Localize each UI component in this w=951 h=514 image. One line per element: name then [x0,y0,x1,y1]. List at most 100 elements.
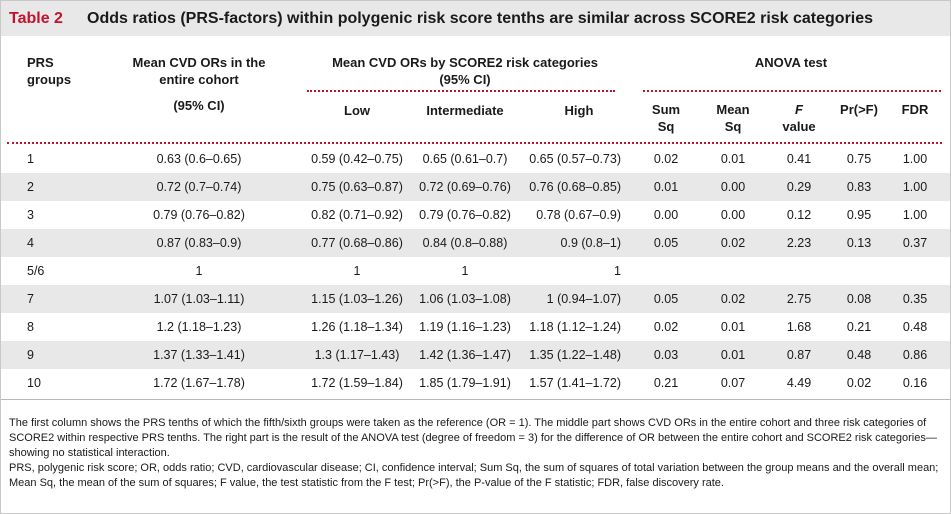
cell-high: 1.57 (1.41–1.72) [529,376,621,390]
cell-group: 10 [27,376,41,390]
header-score2-line2: (95% CI) [439,72,491,87]
footnotes: The first column shows the PRS tenths of… [9,416,941,491]
header-fdr: FDR [901,102,929,117]
cell-sumsq: 0.03 [653,348,679,362]
cell-fdr: 1.00 [902,208,928,222]
cell-meansq [705,257,761,285]
cell-group: 2 [27,180,34,194]
cell-intermediate: 1 [461,264,469,278]
cell-f: 0.12 [786,208,812,222]
cell-f: 2.75 [786,292,812,306]
cell-low: 0.82 (0.71–0.92) [311,208,403,222]
cell-cohort: 1.72 (1.67–1.78) [153,376,245,390]
cell-fdr: 0.35 [902,292,928,306]
cell-cohort: 1 [195,264,203,278]
cell-group: 1 [27,152,34,166]
table-title-bar: Table 2 Odds ratios (PRS-factors) within… [1,1,950,36]
header-low: Low [344,103,370,118]
cell-meansq: 0.00 [720,208,746,222]
cell-intermediate: 1.19 (1.16–1.23) [419,320,511,334]
anova-divider [643,90,941,92]
cell-pr: 0.02 [846,376,872,390]
cell-low: 1.3 (1.17–1.43) [314,348,400,362]
cell-cohort: 1.37 (1.33–1.41) [153,348,245,362]
cell-pr: 0.21 [846,320,872,334]
cell-meansq: 0.07 [720,376,746,390]
table-row: 7 1.07 (1.03–1.11) 1.15 (1.03–1.26) 1.06 (1… [1,285,950,313]
table-title: Odds ratios (PRS-factors) within polygen… [87,10,874,27]
table-row: 9 1.37 (1.33–1.41) 1.3 (1.17–1.43) 1.42 (1.… [1,341,950,369]
header-sumsq-line2: Sq [657,119,675,134]
cell-group: 3 [27,208,34,222]
table-row: 3 0.79 (0.76–0.82) 0.82 (0.71–0.92) 0.79 (0… [1,201,950,229]
cell-meansq: 0.02 [720,236,746,250]
cell-low: 1.26 (1.18–1.34) [311,320,403,334]
cell-f: 0.87 [786,348,812,362]
table-row: 2 0.72 (0.7–0.74) 0.75 (0.63–0.87) 0.72 (0.… [1,173,950,201]
header-f-line2: value [782,119,816,134]
cell-high: 1 (0.94–1.07) [546,292,621,306]
header-divider [7,142,942,144]
cell-sumsq: 0.01 [653,180,679,194]
header-f-line1: F [795,102,803,117]
cell-intermediate: 1.85 (1.79–1.91) [419,376,511,390]
header-prs-line2: groups [27,72,72,87]
cell-pr [831,257,887,285]
cell-fdr: 0.16 [902,376,928,390]
cell-high: 1.18 (1.12–1.24) [529,320,621,334]
cell-sumsq: 0.05 [653,236,679,250]
cell-pr: 0.48 [846,348,872,362]
table-bottom-rule [1,399,950,400]
cell-group: 9 [27,348,34,362]
cell-f: 0.41 [786,152,812,166]
header-cohort: Mean CVD ORs in the entire cohort [109,54,289,88]
cell-pr: 0.95 [846,208,872,222]
cell-pr: 0.13 [846,236,872,250]
cell-pr: 0.75 [846,152,872,166]
cell-f: 2.23 [786,236,812,250]
cell-meansq: 0.01 [720,320,746,334]
header-mean-sq: Mean Sq [705,101,761,135]
cell-intermediate: 0.72 (0.69–0.76) [419,180,511,194]
cell-high: 0.76 (0.68–0.85) [529,180,621,194]
cell-intermediate: 0.84 (0.8–0.88) [422,236,508,250]
header-pr-f: Pr(>F) [840,102,878,117]
cell-low: 1 [353,264,361,278]
header-score2-line1: Mean CVD ORs by SCORE2 risk categories [332,55,598,70]
header-sum-sq: Sum Sq [641,101,691,135]
header-prs-line1: PRS [27,55,54,70]
header-score2: Mean CVD ORs by SCORE2 risk categories (… [307,54,623,88]
header-high: High [564,103,594,118]
cell-sumsq: 0.05 [653,292,679,306]
cell-meansq: 0.01 [720,152,746,166]
cell-group: 4 [27,236,34,250]
cell-high: 1 [614,264,621,278]
cell-low: 1.15 (1.03–1.26) [311,292,403,306]
cell-cohort: 0.79 (0.76–0.82) [153,208,245,222]
table-number: Table 2 [9,10,63,27]
cell-group: 5/6 [27,264,45,278]
header-prs-groups: PRS groups [27,54,71,88]
table-row: 1 0.63 (0.6–0.65) 0.59 (0.42–0.75) 0.65 (0.… [1,145,950,173]
cell-high: 0.65 (0.57–0.73) [529,152,621,166]
cell-intermediate: 1.42 (1.36–1.47) [419,348,511,362]
header-f-value: F value [773,101,825,135]
cell-intermediate: 0.65 (0.61–0.7) [422,152,508,166]
cell-meansq: 0.02 [720,292,746,306]
cell-pr: 0.08 [846,292,872,306]
score2-divider [307,90,615,92]
header-anova: ANOVA test [754,55,828,70]
cell-high: 1.35 (1.22–1.48) [529,348,621,362]
cell-f: 0.29 [786,180,812,194]
cell-fdr [891,257,939,285]
cell-cohort: 0.63 (0.6–0.65) [156,152,242,166]
table-row: 10 1.72 (1.67–1.78) 1.72 (1.59–1.84) 1.85 (… [1,369,950,397]
cell-cohort: 1.07 (1.03–1.11) [153,292,245,306]
cell-group: 8 [27,320,34,334]
cell-sumsq [641,257,691,285]
cell-intermediate: 1.06 (1.03–1.08) [419,292,511,306]
cell-sumsq: 0.00 [653,208,679,222]
cell-low: 0.75 (0.63–0.87) [311,180,403,194]
cell-low: 0.77 (0.68–0.86) [311,236,403,250]
